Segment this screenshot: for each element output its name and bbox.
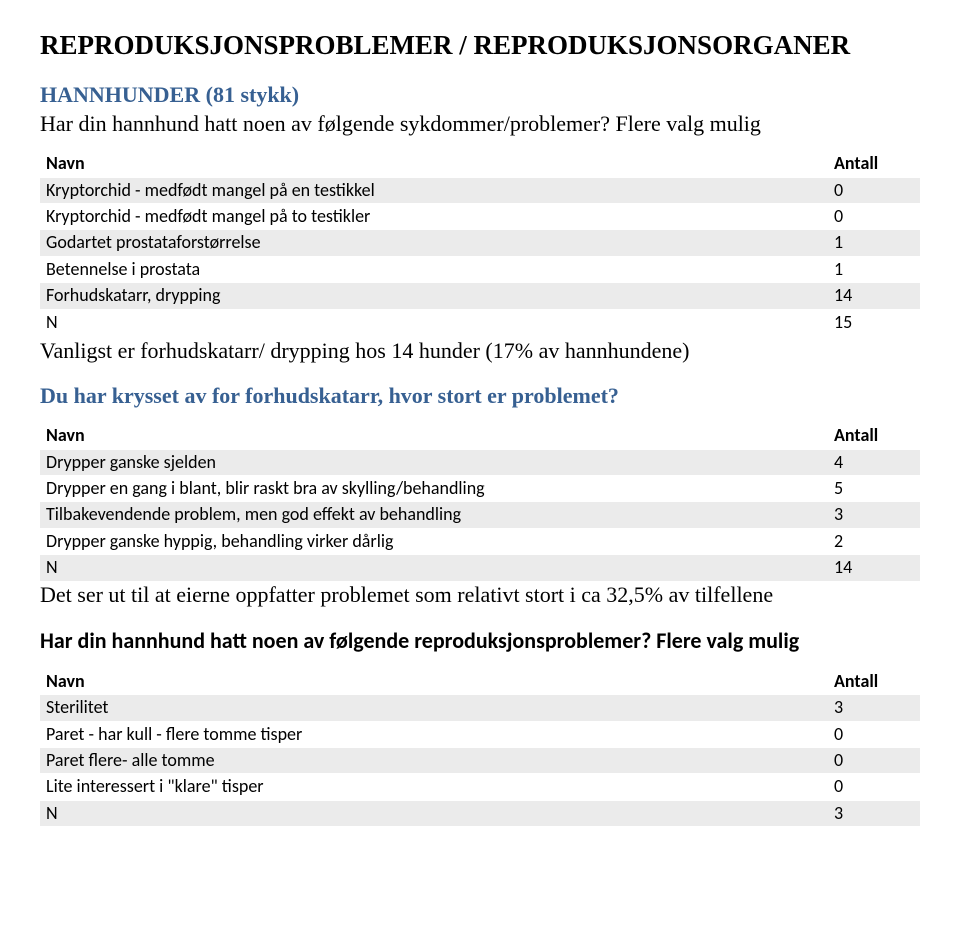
table-row: N 14: [40, 555, 920, 581]
cell-label: Forhudskatarr, drypping: [40, 283, 828, 309]
cell-label: Drypper en gang i blant, blir raskt bra …: [40, 475, 828, 501]
cell-value: 0: [828, 774, 920, 800]
cell-value: 0: [828, 721, 920, 747]
cell-label: Paret - har kull - flere tomme tisper: [40, 721, 828, 747]
table-row: Paret - har kull - flere tomme tisper 0: [40, 721, 920, 747]
prevalence-text: Vanligst er forhudskatarr/ drypping hos …: [40, 337, 920, 366]
table-3: Navn Antall Sterilitet 3 Paret - har kul…: [40, 668, 920, 826]
cell-value: 0: [828, 204, 920, 230]
cell-label: Godartet prostataforstørrelse: [40, 230, 828, 256]
cell-label: N: [40, 555, 828, 581]
cell-label: Drypper ganske sjelden: [40, 449, 828, 475]
cell-label: Lite interessert i "klare" tisper: [40, 774, 828, 800]
col-name: Navn: [40, 151, 828, 177]
question-1: Har din hannhund hatt noen av følgende s…: [40, 110, 920, 139]
table-row: Betennelse i prostata 1: [40, 256, 920, 282]
cell-label: Drypper ganske hyppig, behandling virker…: [40, 528, 828, 554]
cell-value: 5: [828, 475, 920, 501]
cell-label: Paret flere- alle tomme: [40, 747, 828, 773]
table-row: N 3: [40, 800, 920, 826]
cell-label: N: [40, 800, 828, 826]
table-row: Forhudskatarr, drypping 14: [40, 283, 920, 309]
question-2: Du har krysset av for forhudskatarr, hvo…: [40, 382, 920, 411]
table-row: Drypper ganske sjelden 4: [40, 449, 920, 475]
cell-value: 0: [828, 747, 920, 773]
table-row: Drypper en gang i blant, blir raskt bra …: [40, 475, 920, 501]
cell-value: 15: [828, 309, 920, 335]
cell-value: 0: [828, 177, 920, 203]
owners-text: Det ser ut til at eierne oppfatter probl…: [40, 581, 920, 610]
cell-value: 2: [828, 528, 920, 554]
col-count: Antall: [828, 423, 920, 449]
cell-label: Kryptorchid - medfødt mangel på en testi…: [40, 177, 828, 203]
col-name: Navn: [40, 423, 828, 449]
cell-value: 1: [828, 230, 920, 256]
table-row: N 15: [40, 309, 920, 335]
cell-label: Tilbakevendende problem, men god effekt …: [40, 502, 828, 528]
cell-label: Kryptorchid - medfødt mangel på to testi…: [40, 204, 828, 230]
cell-label: N: [40, 309, 828, 335]
table-2: Navn Antall Drypper ganske sjelden 4 Dry…: [40, 422, 920, 580]
cell-value: 14: [828, 283, 920, 309]
cell-label: Sterilitet: [40, 695, 828, 721]
table-row: Lite interessert i "klare" tisper 0: [40, 774, 920, 800]
col-name: Navn: [40, 668, 828, 694]
table-1: Navn Antall Kryptorchid - medfødt mangel…: [40, 150, 920, 335]
cell-value: 4: [828, 449, 920, 475]
col-count: Antall: [828, 668, 920, 694]
table-row: Paret flere- alle tomme 0: [40, 747, 920, 773]
table-row: Tilbakevendende problem, men god effekt …: [40, 502, 920, 528]
table-row: Drypper ganske hyppig, behandling virker…: [40, 528, 920, 554]
table-row: Sterilitet 3: [40, 695, 920, 721]
cell-value: 3: [828, 695, 920, 721]
table-row: Godartet prostataforstørrelse 1: [40, 230, 920, 256]
col-count: Antall: [828, 151, 920, 177]
table-row: Kryptorchid - medfødt mangel på en testi…: [40, 177, 920, 203]
cell-label: Betennelse i prostata: [40, 256, 828, 282]
page-title: REPRODUKSJONSPROBLEMER / REPRODUKSJONSOR…: [40, 28, 920, 63]
question-3: Har din hannhund hatt noen av følgende r…: [40, 627, 920, 656]
cell-value: 1: [828, 256, 920, 282]
cell-value: 14: [828, 555, 920, 581]
section-hannhunder-label: HANNHUNDER (81 stykk): [40, 81, 920, 110]
cell-value: 3: [828, 800, 920, 826]
table-row: Kryptorchid - medfødt mangel på to testi…: [40, 204, 920, 230]
cell-value: 3: [828, 502, 920, 528]
